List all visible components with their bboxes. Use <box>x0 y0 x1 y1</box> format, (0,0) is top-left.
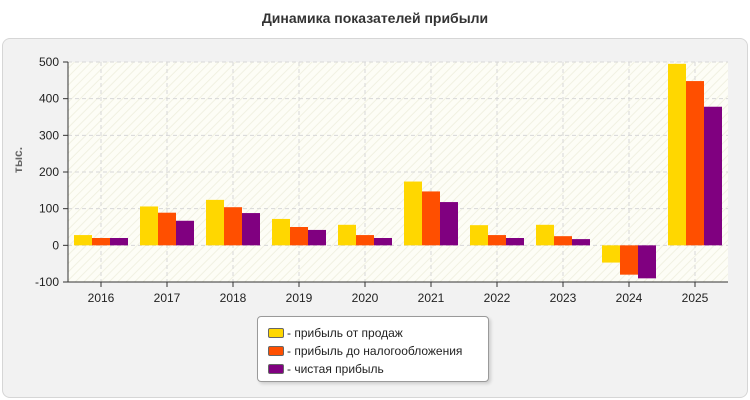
bar-2 <box>422 191 440 246</box>
axes <box>63 61 728 287</box>
x-tick-label: 2019 <box>286 291 313 305</box>
x-tick-label: 2016 <box>88 291 115 305</box>
bar-1 <box>338 224 356 246</box>
legend-label: - прибыль до налогообложения <box>287 344 463 358</box>
bar-1 <box>74 235 92 246</box>
bar-1 <box>470 225 488 246</box>
bar-1 <box>140 206 158 246</box>
y-tick-label: 200 <box>39 165 59 179</box>
bars <box>74 63 722 279</box>
x-tick-label: 2021 <box>418 291 445 305</box>
y-tick-label: 400 <box>39 92 59 106</box>
chart-title: Динамика показателей прибыли <box>261 10 489 26</box>
y-tick-label: -100 <box>35 275 59 289</box>
bar-1 <box>404 181 422 246</box>
x-tick-labels: 2016 2017 2018 2019 2020 2021 2022 2023 2024 2025 <box>88 291 709 305</box>
legend-label: - чистая прибыль <box>287 362 384 376</box>
bar-3 <box>308 229 326 246</box>
bar-1 <box>206 199 224 246</box>
bar-3 <box>374 238 392 246</box>
legend-swatch <box>268 364 284 374</box>
y-tick-label: 0 <box>52 238 59 252</box>
bar-1 <box>602 245 620 263</box>
y-tick-label: 100 <box>39 202 59 216</box>
x-tick-label: 2020 <box>352 291 379 305</box>
legend-item-sales-profit: - прибыль от продаж <box>268 324 488 342</box>
x-tick-label: 2025 <box>682 291 709 305</box>
bar-1 <box>536 224 554 246</box>
bar-2 <box>158 212 176 246</box>
bar-3 <box>176 220 194 246</box>
x-tick-label: 2024 <box>616 291 643 305</box>
bar-2 <box>620 245 638 275</box>
x-tick-label: 2022 <box>484 291 511 305</box>
bar-2 <box>224 207 242 246</box>
y-axis-label: тыс. <box>11 147 25 173</box>
x-tick-label: 2017 <box>154 291 181 305</box>
bar-3 <box>704 106 722 246</box>
bar-3 <box>638 245 656 279</box>
x-tick-label: 2023 <box>550 291 577 305</box>
bar-2 <box>356 235 374 246</box>
legend: - прибыль от продаж - прибыль до налогоо… <box>257 316 489 382</box>
bar-2 <box>488 235 506 246</box>
bar-3 <box>242 213 260 246</box>
legend-label: - прибыль от продаж <box>287 326 403 340</box>
bar-2 <box>686 81 704 246</box>
y-tick-label: 300 <box>39 128 59 142</box>
legend-swatch <box>268 328 284 338</box>
bar-2 <box>290 227 308 246</box>
bar-3 <box>572 239 590 246</box>
bar-1 <box>668 63 686 246</box>
x-tick-label: 2018 <box>220 291 247 305</box>
bar-1 <box>272 218 290 246</box>
bar-2 <box>554 236 572 246</box>
bar-3 <box>440 202 458 246</box>
bar-3 <box>110 238 128 246</box>
y-tick-label: 500 <box>39 55 59 69</box>
bar-2 <box>92 238 110 246</box>
bar-3 <box>506 238 524 246</box>
legend-item-net-profit: - чистая прибыль <box>268 360 488 378</box>
legend-item-pretax-profit: - прибыль до налогообложения <box>268 342 488 360</box>
legend-swatch <box>268 346 284 356</box>
y-tick-labels: -100 0 100 200 300 400 500 <box>35 55 59 289</box>
